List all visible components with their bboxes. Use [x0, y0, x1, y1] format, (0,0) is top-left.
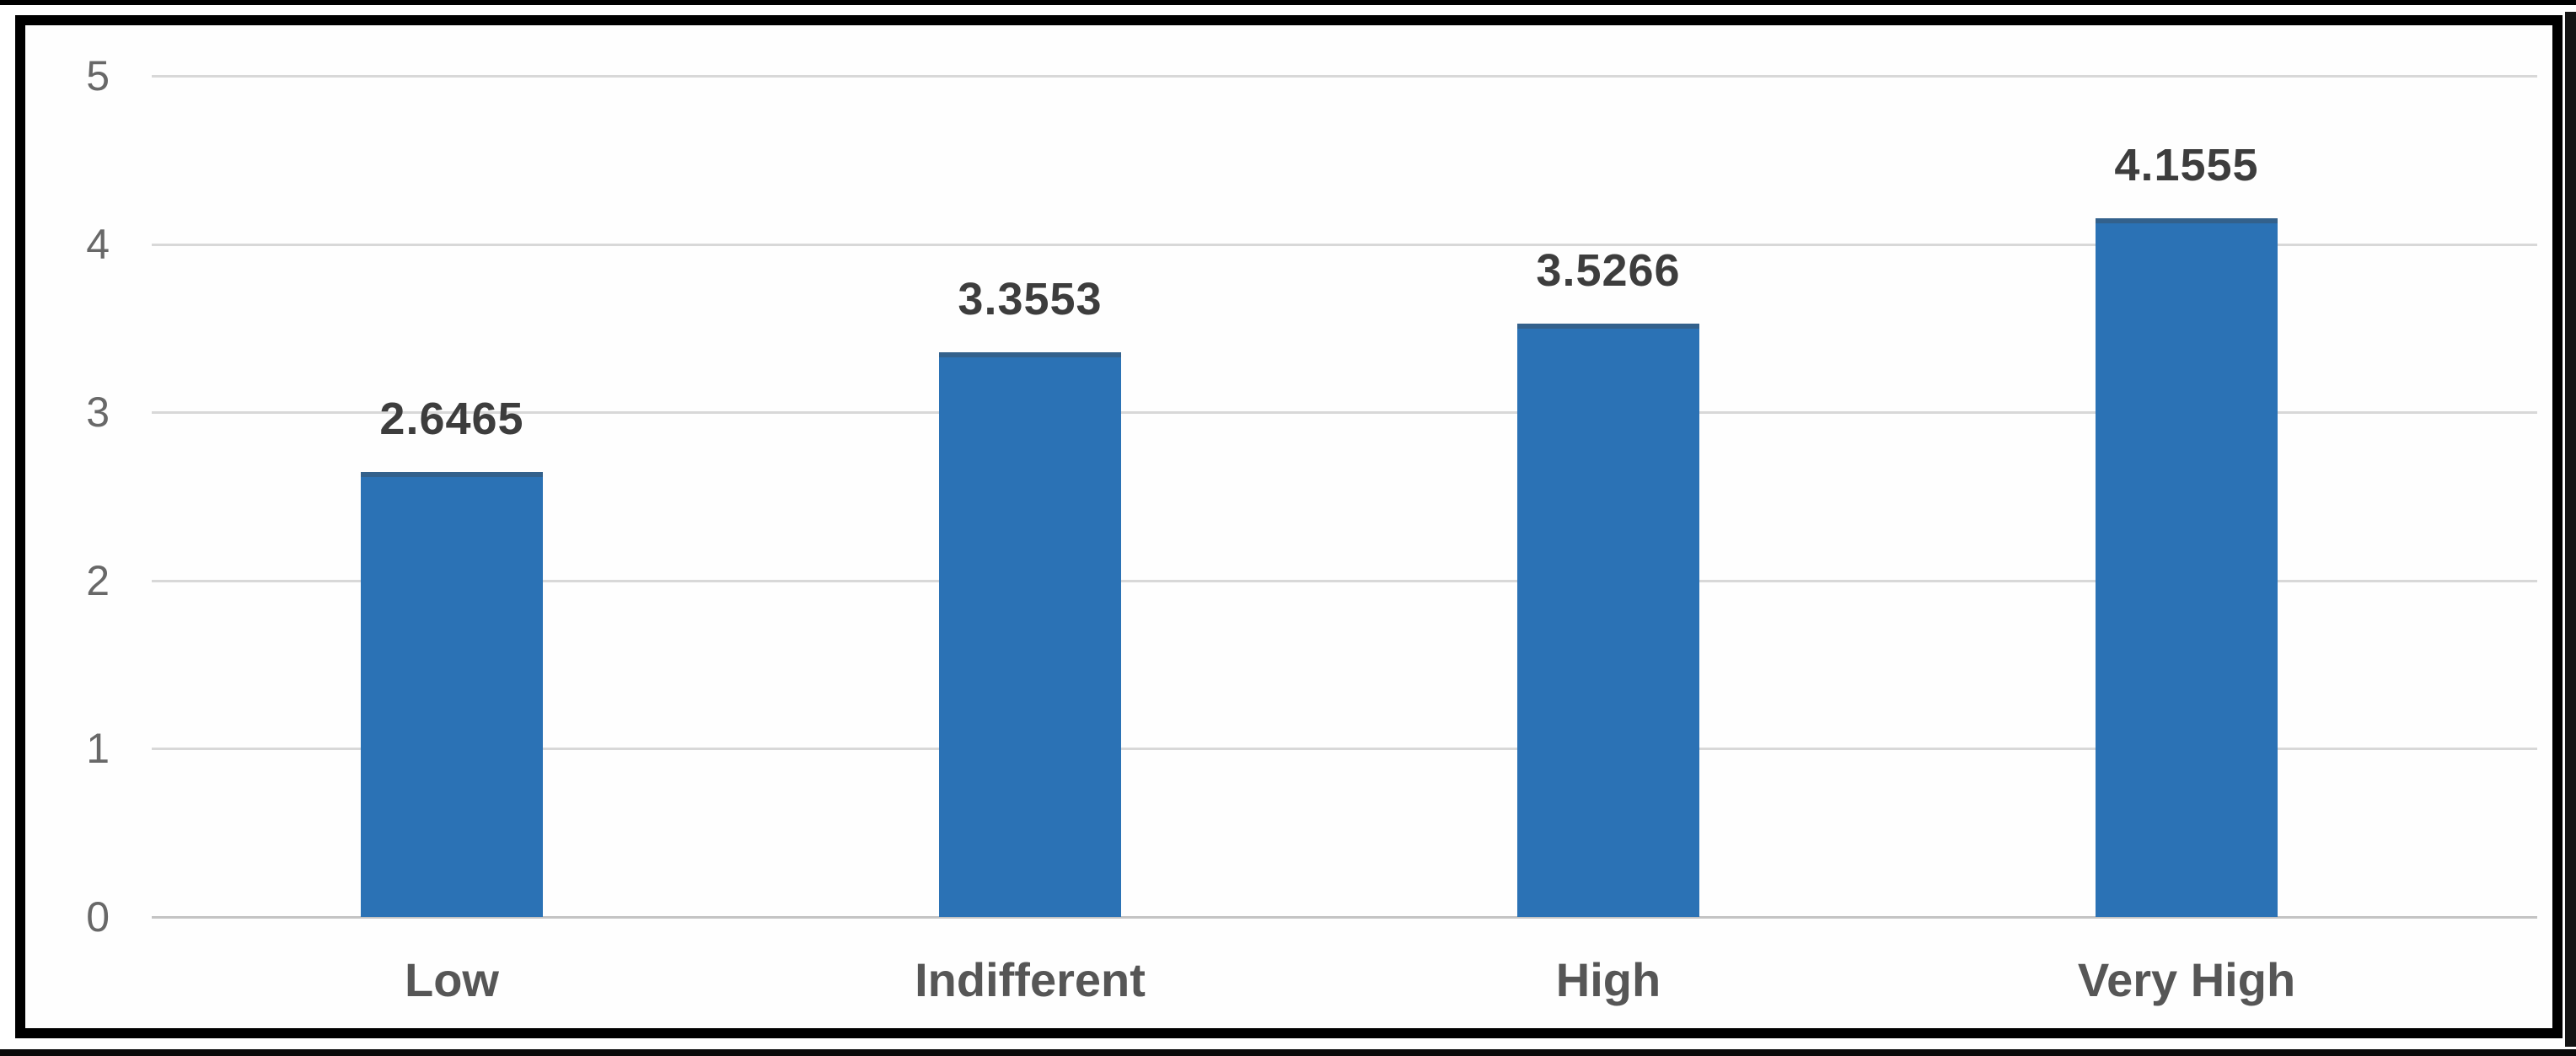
image-edge-right — [2565, 12, 2576, 1047]
image-edge-bottom — [0, 1049, 2576, 1056]
image-edge-top — [0, 0, 2576, 5]
chart-border-frame — [15, 15, 2563, 1038]
